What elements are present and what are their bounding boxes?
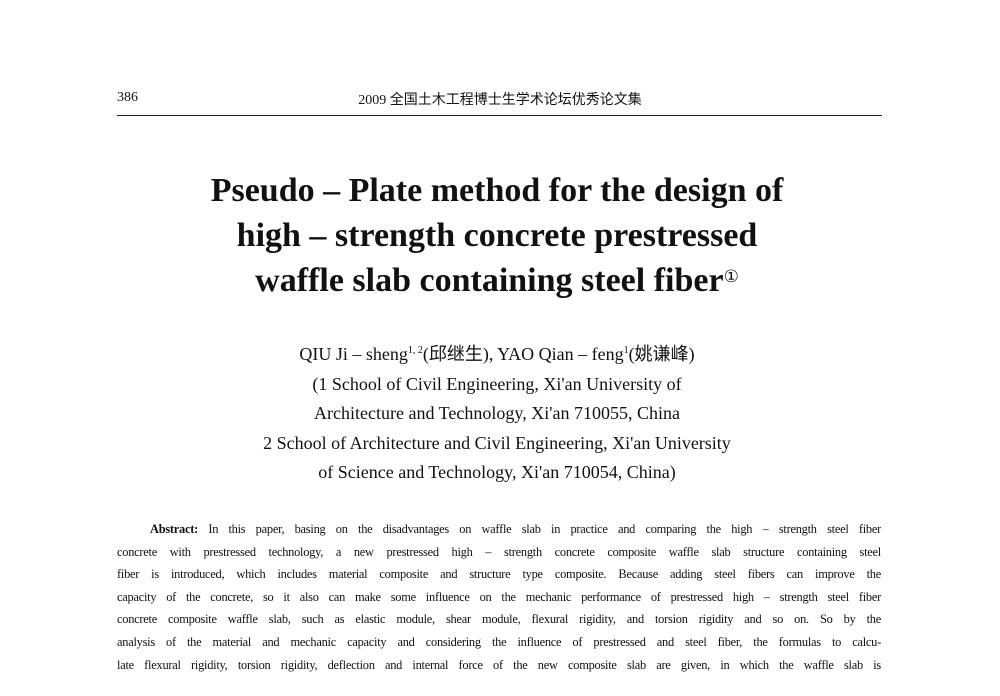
author-affiliation-mark: 1 [623, 345, 629, 356]
author-name-chinese: (姚谦峰) [628, 344, 695, 364]
title-line: waffle slab containing steel fiber① [0, 258, 994, 303]
abstract-text: In this paper, basing on the disadvantag… [208, 522, 881, 536]
author-affiliation-mark: 1, 2 [407, 345, 423, 356]
abstract-line: concrete with prestressed technology, a … [117, 544, 881, 559]
affiliation-line: 2 School of Architecture and Civil Engin… [263, 432, 731, 453]
abstract-line: Abstract: In this paper, basing on the d… [117, 518, 881, 541]
author-line: QIU Ji – sheng1, 2(邱继生), YAO Qian – feng… [0, 336, 994, 370]
abstract-line: late flexural rigidity, torsion rigidity… [117, 657, 881, 672]
title-line: Pseudo – Plate method for the design of [210, 172, 784, 209]
title-line: high – strength concrete prestressed [236, 217, 758, 254]
paper-title: Pseudo – Plate method for the design of … [0, 168, 994, 303]
footnote-mark: ① [723, 267, 739, 286]
page-number: 386 [117, 90, 138, 105]
abstract-line: concrete composite waffle slab, such as … [117, 612, 881, 627]
author-name: YAO Qian – feng [497, 344, 624, 364]
author-name-chinese: (邱继生) [422, 344, 489, 364]
author-name: QIU Ji – sheng [299, 344, 408, 364]
abstract-line: fiber is introduced, which includes mate… [117, 567, 881, 582]
abstract-line: analysis of the material and mechanic ca… [117, 634, 881, 649]
affiliation-line: (1 School of Civil Engineering, Xi'an Un… [312, 373, 682, 394]
affiliation-line: Architecture and Technology, Xi'an 71005… [314, 403, 680, 423]
abstract: Abstract: In this paper, basing on the d… [117, 518, 881, 676]
author-separator: , [488, 344, 494, 364]
affiliation-line: of Science and Technology, Xi'an 710054,… [318, 462, 676, 482]
abstract-line: capacity of the concrete, so it also can… [117, 589, 881, 604]
running-header: 2009 全国土木工程博士生学术论坛优秀论文集 [358, 93, 642, 108]
author-block: QIU Ji – sheng1, 2(邱继生), YAO Qian – feng… [0, 336, 994, 488]
title-line-text: waffle slab containing steel fiber [255, 262, 724, 299]
abstract-label: Abstract: [150, 522, 198, 536]
header-rule [117, 115, 882, 116]
